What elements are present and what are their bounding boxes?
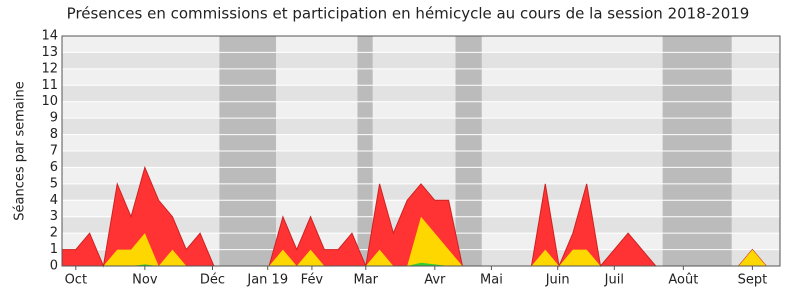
x-tick-label: Juil: [604, 273, 624, 288]
x-tick-label: Déc: [200, 273, 225, 288]
x-tick-label: Mar: [354, 273, 379, 288]
y-tick-label: 11: [41, 78, 58, 93]
y-tick-label: 6: [50, 160, 58, 175]
x-tick-label: Fév: [301, 273, 324, 288]
x-tick-label: Nov: [132, 273, 158, 288]
area: [62, 262, 780, 266]
x-tick-label: Mai: [480, 273, 503, 288]
x-tick-label: Oct: [65, 273, 87, 288]
x-tick-label: Jan 19: [246, 273, 288, 288]
x-tick-label: Juin: [545, 273, 570, 288]
chart-title: Présences en commissions et participatio…: [67, 5, 750, 23]
y-axis-label: Séances par semaine: [13, 81, 28, 220]
x-tick-label: Sept: [738, 273, 768, 288]
y-tick-label: 4: [50, 193, 58, 208]
y-tick-label: 3: [50, 209, 58, 224]
y-tick-label: 0: [50, 259, 58, 274]
y-tick-label: 1: [50, 242, 58, 257]
y-tick-label: 7: [50, 144, 58, 159]
area: [62, 216, 780, 266]
x-tick-label: Avr: [424, 273, 446, 288]
y-tick-label: 13: [41, 45, 58, 60]
y-tick-label: 2: [50, 226, 58, 241]
plot-border: [61, 35, 781, 267]
y-tick-label: 9: [50, 111, 58, 126]
y-tick-label: 8: [50, 127, 58, 142]
y-tick-label: 10: [41, 94, 58, 109]
y-tick-label: 12: [41, 61, 58, 76]
x-tick-label: Août: [668, 273, 698, 288]
y-tick-label: 5: [50, 176, 58, 191]
y-tick-label: 14: [41, 29, 58, 44]
